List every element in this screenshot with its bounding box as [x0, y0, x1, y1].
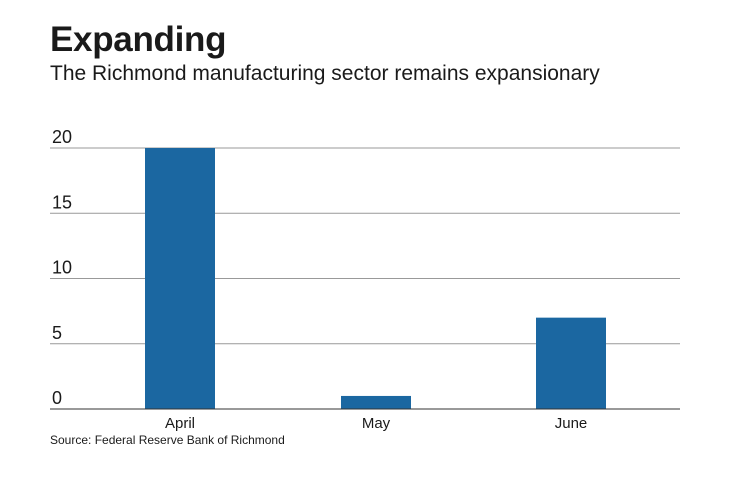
labels: 0 5 10 15 20 April May June	[52, 127, 587, 432]
chart-subtitle: The Richmond manufacturing sector remain…	[50, 62, 600, 85]
bars	[145, 148, 606, 409]
x-tick-label: April	[165, 415, 195, 432]
y-tick-label: 5	[52, 323, 62, 343]
bar	[536, 317, 606, 409]
chart-title: Expanding	[50, 20, 227, 59]
gridlines	[50, 147, 680, 345]
y-tick-label: 0	[52, 388, 62, 408]
bar	[341, 395, 411, 409]
source-note: Source: Federal Reserve Bank of Richmond	[50, 433, 285, 447]
y-tick-label: 10	[52, 258, 72, 278]
x-tick-label: May	[362, 415, 391, 432]
bar	[145, 148, 215, 409]
y-tick-label: 15	[52, 192, 72, 212]
y-tick-label: 20	[52, 127, 72, 147]
x-tick-label: June	[555, 415, 588, 432]
